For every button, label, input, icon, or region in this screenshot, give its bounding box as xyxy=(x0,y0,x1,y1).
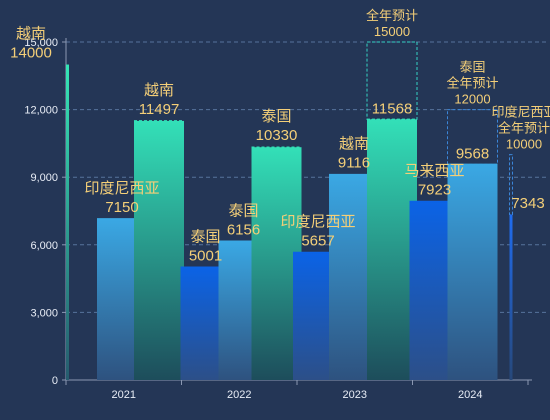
bar-2024-line xyxy=(509,214,513,380)
bars xyxy=(66,41,513,381)
y-tick-label: 12,000 xyxy=(24,105,58,117)
country-label: 越南 xyxy=(16,26,46,43)
y-tick-label: 15,000 xyxy=(24,37,58,49)
value-label: 7343 xyxy=(511,195,544,212)
country-label: 越南 xyxy=(144,82,174,99)
value-label: 11497 xyxy=(139,101,180,118)
bar-2021-line xyxy=(66,64,69,381)
y-axis: 0 3,000 6,000 9,000 12,000 15,000 xyxy=(24,37,67,387)
value-label: 6156 xyxy=(227,221,260,238)
forecast-box xyxy=(447,109,498,165)
country-label: 泰国 xyxy=(190,228,220,245)
value-label: 10330 xyxy=(256,127,298,144)
country-label: 印度尼西亚 xyxy=(84,180,159,197)
y-tick-label: 3,000 xyxy=(30,307,58,319)
value-label: 9116 xyxy=(338,155,370,172)
country-label: 越南 xyxy=(339,136,369,153)
x-tick-label: 2021 xyxy=(112,389,136,401)
value-label: 7923 xyxy=(418,181,451,198)
value-label: 9568 xyxy=(456,145,489,162)
country-label: 泰国 xyxy=(261,108,291,125)
value-label: 5657 xyxy=(301,233,334,250)
forecast-box xyxy=(509,154,513,216)
country-label: 印度尼西亚 xyxy=(280,214,355,231)
bar-labels: 越南 14000 印度尼西亚 7150 越南 11497 泰国 5001 泰国 6156 泰国 103… xyxy=(10,8,550,264)
x-tick-label: 2022 xyxy=(227,389,251,401)
forecast-label: 全年预计 xyxy=(498,121,550,136)
forecast-label: 15000 xyxy=(374,24,410,39)
value-label: 14000 xyxy=(10,45,52,62)
y-tick-label: 9,000 xyxy=(30,172,58,184)
forecast-label: 印度尼西亚 xyxy=(491,105,550,120)
country-label: 马来西亚 xyxy=(404,162,464,179)
x-tick-label: 2023 xyxy=(343,389,367,401)
bar-2023-teal xyxy=(367,119,417,380)
x-axis: 2021 2022 2023 2024 xyxy=(65,379,532,401)
y-tick-label: 6,000 xyxy=(30,240,58,252)
bar-2024-blue xyxy=(447,164,498,380)
bar-2021-teal xyxy=(134,120,184,380)
forecast-label: 全年预计 xyxy=(366,8,418,23)
value-label: 7150 xyxy=(105,199,138,216)
value-label: 11568 xyxy=(372,100,413,117)
x-tick-label: 2024 xyxy=(458,389,482,401)
value-label: 5001 xyxy=(189,247,222,264)
forecast-label: 12000 xyxy=(454,92,490,107)
y-tick-label: 0 xyxy=(52,375,58,387)
forecast-label: 全年预计 xyxy=(446,76,498,91)
forecast-label: 泰国 xyxy=(459,60,485,75)
forecast-label: 10000 xyxy=(506,137,542,152)
country-label: 泰国 xyxy=(228,202,258,219)
